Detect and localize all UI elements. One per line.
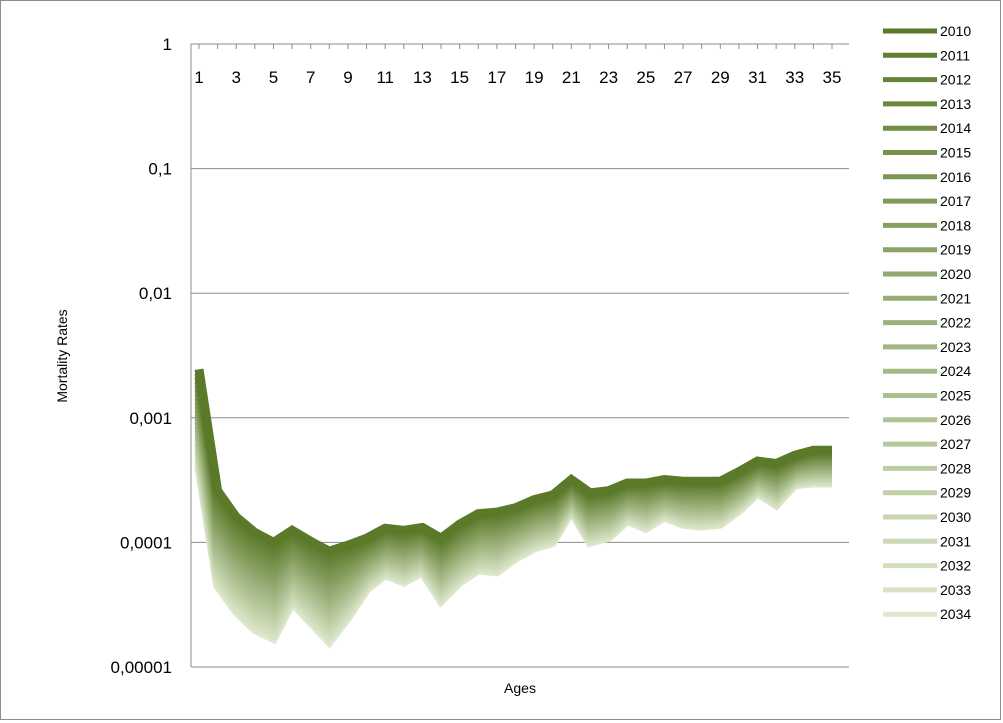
x-tick-label: 35 <box>823 68 842 87</box>
x-tick-label: 29 <box>711 68 730 87</box>
legend-label: 2010 <box>940 23 971 39</box>
x-tick-label: 27 <box>674 68 693 87</box>
y-tick-label: 0,0001 <box>120 533 172 552</box>
x-tick-label: 7 <box>306 68 315 87</box>
legend-label: 2023 <box>940 339 971 355</box>
legend-label: 2033 <box>940 582 971 598</box>
legend-label: 2030 <box>940 509 971 525</box>
legend-label: 2018 <box>940 217 971 233</box>
legend-label: 2028 <box>940 460 971 476</box>
x-tick-label: 33 <box>785 68 804 87</box>
legend-label: 2034 <box>940 606 971 622</box>
x-ticks: 1 3 5 7 9 11 13 15 17 19 21 23 25 27 29 31 33 35 <box>194 44 841 87</box>
y-ticks: 1 0,1 0,01 0,001 0,0001 0,00001 <box>111 35 172 677</box>
legend-label: 2015 <box>940 145 971 161</box>
x-tick-label: 25 <box>636 68 655 87</box>
x-tick-label: 5 <box>269 68 278 87</box>
legend-label: 2019 <box>940 242 971 258</box>
y-tick-label: 0,001 <box>129 409 172 428</box>
legend-label: 2020 <box>940 266 971 282</box>
x-tick-label: 13 <box>413 68 432 87</box>
legend-label: 2016 <box>940 169 971 185</box>
x-tick-label: 11 <box>376 68 394 87</box>
x-tick-label: 3 <box>232 68 241 87</box>
x-tick-label: 31 <box>748 68 767 87</box>
legend-label: 2025 <box>940 388 971 404</box>
legend: 2010 2011 2012 2013 2014 2015 2016 2017 2018 2019… <box>883 23 971 622</box>
y-axis-title: Mortality Rates <box>54 309 70 402</box>
legend-label: 2021 <box>940 290 971 306</box>
series-line-2010 <box>194 368 832 557</box>
x-tick-label: 23 <box>599 68 618 87</box>
x-tick-label: 1 <box>194 68 203 87</box>
legend-label: 2024 <box>940 363 971 379</box>
x-tick-label: 21 <box>562 68 581 87</box>
y-tick-label: 0,1 <box>148 160 172 179</box>
x-tick-label: 19 <box>525 68 544 87</box>
legend-label: 2017 <box>940 193 971 209</box>
legend-label: 2013 <box>940 96 971 112</box>
legend-label: 2026 <box>940 412 971 428</box>
y-tick-label: 1 <box>163 35 172 54</box>
series-lines <box>194 368 832 649</box>
x-tick-label: 15 <box>450 68 469 87</box>
legend-label: 2022 <box>940 315 971 331</box>
legend-label: 2012 <box>940 72 971 88</box>
y-tick-label: 0,01 <box>139 284 172 303</box>
legend-label: 2032 <box>940 558 971 574</box>
x-tick-label: 9 <box>343 68 352 87</box>
legend-label: 2014 <box>940 120 971 136</box>
legend-label: 2031 <box>940 533 971 549</box>
legend-label: 2027 <box>940 436 971 452</box>
y-tick-label: 0,00001 <box>111 658 172 677</box>
x-axis-title: Ages <box>504 680 536 696</box>
legend-label: 2029 <box>940 485 971 501</box>
x-tick-label: 17 <box>487 68 506 87</box>
legend-label: 2011 <box>940 47 970 63</box>
